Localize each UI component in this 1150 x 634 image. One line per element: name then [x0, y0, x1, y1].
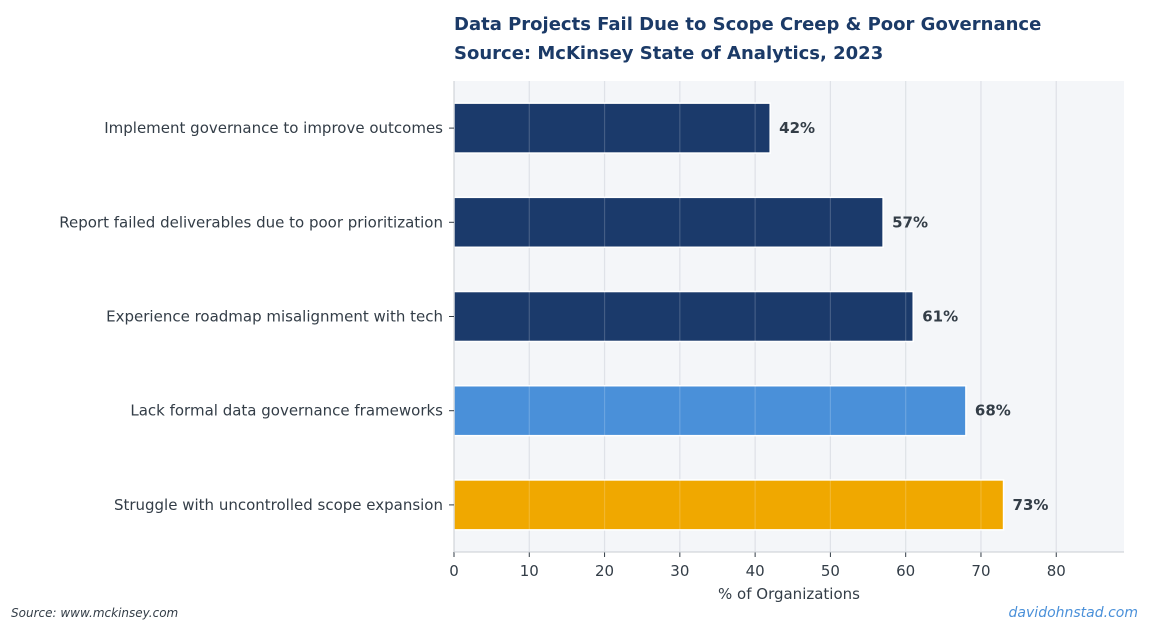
value-label: 42% [779, 119, 815, 137]
category-label: Experience roadmap misalignment with tec… [106, 308, 443, 326]
credit-link[interactable]: davidohnstad.com [1008, 605, 1138, 621]
x-axis-label: % of Organizations [718, 585, 860, 603]
value-label: 61% [922, 308, 958, 326]
x-tick-label: 10 [520, 562, 539, 580]
x-tick-label: 70 [971, 562, 990, 580]
x-tick-label: 20 [595, 562, 614, 580]
chart-subtitle: Source: McKinsey State of Analytics, 202… [454, 43, 883, 64]
x-tick-label: 50 [821, 562, 840, 580]
bar [453, 196, 884, 249]
x-tick-label: 80 [1047, 562, 1066, 580]
bar [453, 384, 967, 437]
source-note: Source: www.mckinsey.com [11, 606, 179, 620]
category-label: Implement governance to improve outcomes [104, 119, 443, 137]
value-label: 73% [1013, 496, 1049, 514]
value-label: 68% [975, 402, 1011, 420]
axes [449, 81, 1124, 557]
x-tick-label: 40 [746, 562, 765, 580]
labels: 0 10 20 30 40 50 60 70 80 Implement governance to… [59, 119, 1066, 580]
bar [453, 479, 1005, 531]
category-label: Report failed deliverables due to poor p… [59, 213, 443, 231]
bar [453, 102, 771, 154]
category-label: Lack formal data governance frameworks [130, 402, 443, 420]
x-tick-label: 60 [896, 562, 915, 580]
x-tick-label: 0 [449, 562, 459, 580]
category-label: Struggle with uncontrolled scope expansi… [114, 496, 443, 514]
x-tick-label: 30 [670, 562, 689, 580]
value-label: 57% [892, 213, 928, 231]
chart-title: Data Projects Fail Due to Scope Creep & … [454, 14, 1041, 35]
bar [453, 290, 914, 343]
